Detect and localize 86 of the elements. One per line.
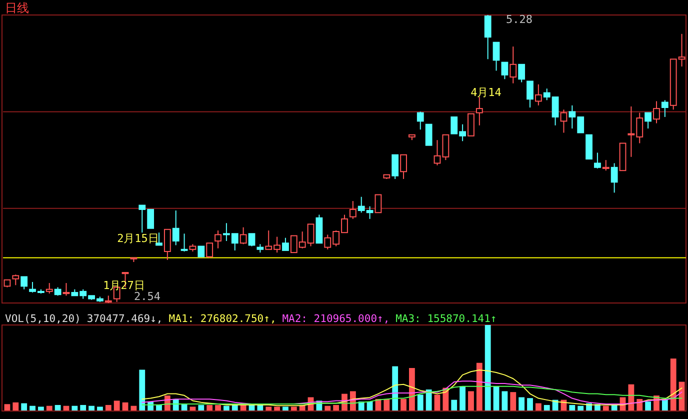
text: MA1: 276802.750↑, [168,313,276,325]
candlestick [526,80,534,108]
bar [645,402,652,411]
candlestick [62,282,70,296]
text: MA3: 155870.141↑ [396,313,497,325]
bar [544,404,550,411]
bar [417,394,424,411]
candlestick [282,237,289,251]
candlestick [400,154,407,180]
annotation: 4月14 [470,86,502,99]
candlestick [206,242,214,258]
candlestick [172,210,180,246]
candlestick [644,112,652,130]
bar [274,406,280,411]
bar [426,390,432,411]
bar [392,366,398,411]
candlestick [240,226,247,245]
candlestick [156,232,162,246]
bar [139,370,146,411]
bar [97,406,103,411]
bar [569,404,576,411]
bar [510,392,516,411]
candlestick [501,62,508,80]
candlestick [12,274,20,286]
bar [535,403,542,411]
candlestick [534,84,542,106]
candlestick [594,152,601,169]
candlestick [180,233,188,252]
annotation: 2月15日 [117,232,159,245]
text: MA2: 210965.000↑, [282,313,390,325]
candlestick [392,154,399,180]
bar [282,406,288,411]
bar [80,404,86,411]
candlestick [164,228,171,260]
annotation: 5.28 [506,13,532,26]
candlestick [468,113,474,136]
candlestick [248,233,256,247]
annotation: 1月27日 [103,279,145,292]
candlestick [20,276,28,290]
bar [468,391,474,411]
candlestick [374,194,382,214]
bar [400,398,406,411]
bar [502,391,508,411]
bar [460,386,466,411]
candlestick [416,111,424,130]
bar [670,358,676,411]
candlestick [653,100,660,124]
candlestick [484,14,492,60]
bar [54,404,61,411]
bar [384,398,390,411]
bar [105,404,112,411]
bar [476,362,482,411]
candlestick [492,42,500,72]
bar [198,404,204,411]
bar [206,404,213,411]
chart-title: VOL(5,10,20) [5,313,81,325]
bar [434,394,440,411]
candlestick [476,96,483,126]
bar [333,404,340,411]
chart-title: 日线 [5,1,29,15]
bar [266,406,272,411]
bar [451,400,458,411]
candlestick [661,100,668,118]
bar [12,402,19,411]
candlestick [510,46,517,84]
bar [290,406,297,411]
text: 370477.469↓, [86,313,163,325]
candlestick [214,230,222,249]
bar [38,406,44,411]
candlestick [560,109,568,134]
candlestick [198,246,205,258]
candlestick [602,160,610,172]
candlestick [425,124,432,146]
candlestick [349,200,356,220]
bar [527,398,533,411]
bar [21,403,28,411]
bar [518,397,525,411]
bar [484,325,491,411]
candlestick [610,162,618,194]
bar [409,368,415,411]
bar [628,384,634,411]
annotation: 2.54 [134,290,161,303]
candlestick [46,282,53,294]
bar [215,404,221,411]
candlestick [518,64,526,83]
bar [114,400,120,411]
